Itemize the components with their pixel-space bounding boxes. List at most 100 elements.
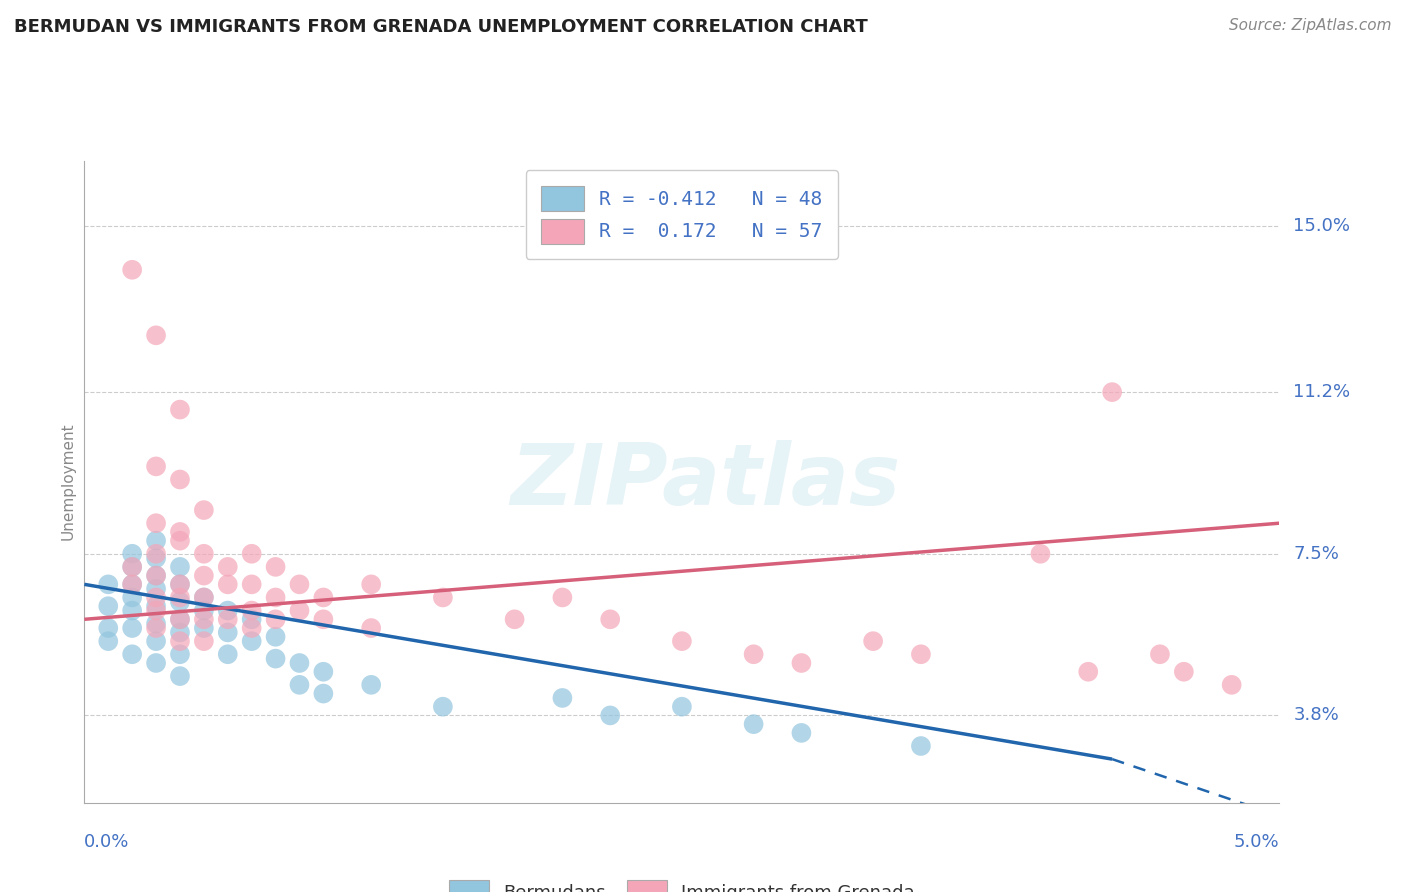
Point — [97, 599, 120, 614]
Text: BERMUDAN VS IMMIGRANTS FROM GRENADA UNEMPLOYMENT CORRELATION CHART: BERMUDAN VS IMMIGRANTS FROM GRENADA UNEM… — [14, 18, 868, 36]
Point — [145, 634, 167, 648]
Point — [264, 630, 287, 644]
Point — [312, 687, 335, 701]
Point — [240, 621, 263, 635]
Point — [217, 612, 239, 626]
Point — [217, 647, 239, 661]
Point — [862, 634, 884, 648]
Point — [790, 656, 813, 670]
Point — [169, 625, 191, 640]
Point — [1101, 385, 1123, 400]
Text: ZIPatlas: ZIPatlas — [510, 440, 901, 524]
Point — [217, 560, 239, 574]
Point — [312, 665, 335, 679]
Point — [264, 591, 287, 605]
Point — [432, 591, 454, 605]
Point — [145, 568, 167, 582]
Point — [193, 591, 215, 605]
Point — [121, 547, 143, 561]
Point — [121, 560, 143, 574]
Point — [193, 634, 215, 648]
Point — [264, 560, 287, 574]
Text: 3.8%: 3.8% — [1294, 706, 1339, 724]
Point — [599, 708, 621, 723]
Point — [145, 459, 167, 474]
Point — [910, 739, 932, 753]
Point — [145, 582, 167, 596]
Point — [217, 603, 239, 617]
Text: 7.5%: 7.5% — [1294, 545, 1340, 563]
Point — [97, 621, 120, 635]
Point — [121, 577, 143, 591]
Point — [169, 612, 191, 626]
Point — [1149, 647, 1171, 661]
Point — [790, 726, 813, 740]
Point — [145, 568, 167, 582]
Point — [910, 647, 932, 661]
Point — [1029, 547, 1052, 561]
Point — [145, 533, 167, 548]
Point — [169, 634, 191, 648]
Point — [169, 560, 191, 574]
Text: 11.2%: 11.2% — [1294, 384, 1351, 401]
Point — [671, 699, 693, 714]
Point — [1077, 665, 1099, 679]
Point — [145, 547, 167, 561]
Point — [145, 599, 167, 614]
Point — [145, 551, 167, 566]
Point — [193, 503, 215, 517]
Point — [240, 603, 263, 617]
Point — [121, 262, 143, 277]
Point — [145, 603, 167, 617]
Point — [360, 678, 382, 692]
Point — [169, 669, 191, 683]
Text: 5.0%: 5.0% — [1234, 833, 1279, 851]
Point — [121, 560, 143, 574]
Point — [240, 612, 263, 626]
Point — [742, 717, 765, 731]
Point — [551, 591, 574, 605]
Point — [288, 577, 311, 591]
Point — [288, 656, 311, 670]
Point — [121, 577, 143, 591]
Point — [360, 621, 382, 635]
Point — [288, 678, 311, 692]
Point — [193, 547, 215, 561]
Point — [193, 568, 215, 582]
Point — [121, 603, 143, 617]
Point — [169, 577, 191, 591]
Point — [169, 591, 191, 605]
Point — [121, 621, 143, 635]
Point — [145, 591, 167, 605]
Point — [169, 533, 191, 548]
Point — [503, 612, 526, 626]
Point — [169, 647, 191, 661]
Point — [217, 577, 239, 591]
Point — [121, 647, 143, 661]
Point — [288, 603, 311, 617]
Point — [145, 516, 167, 531]
Point — [599, 612, 621, 626]
Point — [145, 328, 167, 343]
Point — [551, 690, 574, 705]
Point — [193, 612, 215, 626]
Point — [169, 612, 191, 626]
Point — [121, 591, 143, 605]
Point — [217, 625, 239, 640]
Point — [145, 656, 167, 670]
Point — [169, 577, 191, 591]
Point — [145, 616, 167, 631]
Point — [193, 591, 215, 605]
Point — [169, 402, 191, 417]
Point — [360, 577, 382, 591]
Point — [169, 473, 191, 487]
Point — [97, 634, 120, 648]
Point — [240, 634, 263, 648]
Point — [1220, 678, 1243, 692]
Point — [169, 595, 191, 609]
Point — [240, 577, 263, 591]
Point — [1173, 665, 1195, 679]
Point — [193, 621, 215, 635]
Text: 0.0%: 0.0% — [84, 833, 129, 851]
Point — [432, 699, 454, 714]
